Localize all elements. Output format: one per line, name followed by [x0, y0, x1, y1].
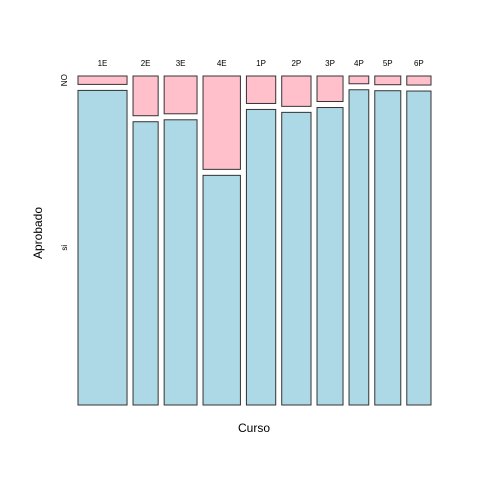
tile-1P-si: [245, 108, 277, 406]
tile-2E-NO: [132, 75, 159, 117]
x-tick-label-1P: 1P: [256, 59, 266, 68]
tile-6P-NO: [406, 75, 432, 86]
x-axis-title: Curso: [238, 421, 270, 435]
x-tick-label-2P: 2P: [291, 59, 301, 68]
tile-3E-NO: [163, 75, 198, 115]
tile-1E-si: [77, 89, 128, 406]
x-tick-label-4E: 4E: [217, 59, 227, 68]
x-tick-label-3E: 3E: [176, 59, 186, 68]
x-tick-label-6P: 6P: [414, 59, 424, 68]
x-tick-labels: 1E 2E 3E 4E 1P 2P 3P 4P 5P 6P: [98, 59, 424, 68]
y-tick-label-si: si: [60, 245, 69, 251]
x-tick-label-5P: 5P: [383, 59, 393, 68]
x-tick-label-2E: 2E: [141, 59, 151, 68]
tile-1P-NO: [245, 75, 277, 104]
tile-4E-si: [202, 174, 241, 406]
tile-3E-si: [163, 119, 198, 406]
tile-4P-NO: [348, 75, 370, 85]
x-tick-label-1E: 1E: [98, 59, 108, 68]
tiles-layer: [77, 75, 432, 406]
tile-2P-NO: [281, 75, 312, 107]
tile-4E-NO: [202, 75, 241, 170]
tile-1E-NO: [77, 75, 128, 85]
tile-5P-NO: [374, 75, 402, 86]
tile-6P-si: [406, 90, 432, 406]
y-tick-label-NO: NO: [60, 74, 69, 86]
tile-5P-si: [374, 90, 402, 406]
y-tick-labels: NO si: [60, 74, 69, 250]
tile-3P-si: [316, 107, 344, 406]
tile-2P-si: [281, 111, 312, 406]
tile-4P-si: [348, 89, 370, 406]
x-tick-label-3P: 3P: [325, 59, 335, 68]
y-axis-title: Aprobado: [31, 207, 45, 259]
x-tick-label-4P: 4P: [354, 59, 364, 68]
tile-2E-si: [132, 121, 159, 406]
tile-3P-NO: [316, 75, 344, 103]
